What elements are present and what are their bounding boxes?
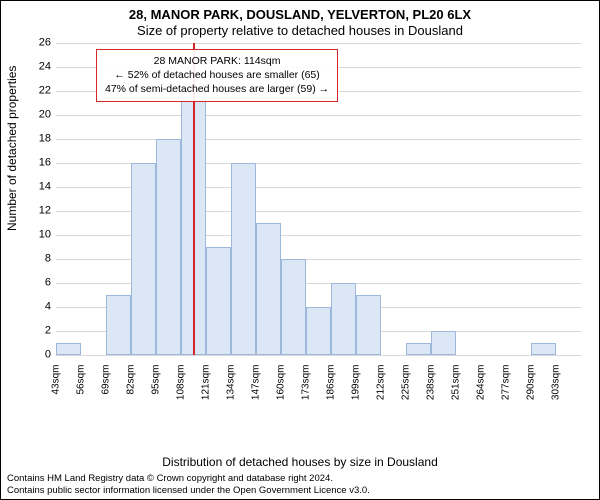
y-tick-label: 10 [21, 230, 51, 241]
histogram-bar [156, 139, 181, 355]
x-axis-label: Distribution of detached houses by size … [1, 455, 599, 469]
y-tick-label: 0 [21, 350, 51, 361]
histogram-bar [231, 163, 256, 355]
histogram-bar [531, 343, 556, 355]
histogram-bar [56, 343, 81, 355]
x-tick-label: 95sqm [151, 365, 162, 409]
y-tick-label: 26 [21, 38, 51, 49]
attribution-footer: Contains HM Land Registry data © Crown c… [7, 473, 370, 497]
y-tick-label: 22 [21, 86, 51, 97]
y-tick-label: 4 [21, 302, 51, 313]
x-tick-label: 290sqm [526, 365, 537, 409]
x-tick-label: 160sqm [276, 365, 287, 409]
histogram-bar [206, 247, 231, 355]
y-tick-label: 8 [21, 254, 51, 265]
footer-line-2: Contains public sector information licen… [7, 485, 370, 497]
x-tick-label: 82sqm [126, 365, 137, 409]
chart-container: 28, MANOR PARK, DOUSLAND, YELVERTON, PL2… [0, 0, 600, 500]
y-tick-label: 12 [21, 206, 51, 217]
x-tick-label: 173sqm [301, 365, 312, 409]
x-tick-label: 134sqm [226, 365, 237, 409]
x-tick-label: 251sqm [451, 365, 462, 409]
x-tick-label: 212sqm [376, 365, 387, 409]
x-tick-label: 147sqm [251, 365, 262, 409]
annotation-line: 47% of semi-detached houses are larger (… [105, 82, 329, 96]
y-tick-label: 16 [21, 158, 51, 169]
y-tick-label: 6 [21, 278, 51, 289]
histogram-bar [306, 307, 331, 355]
x-tick-label: 225sqm [401, 365, 412, 409]
histogram-bar [431, 331, 456, 355]
y-tick-label: 14 [21, 182, 51, 193]
histogram-bar [256, 223, 281, 355]
y-tick-label: 18 [21, 134, 51, 145]
y-axis-label: Number of detached properties [5, 66, 19, 231]
gridline [56, 355, 581, 356]
x-tick-label: 238sqm [426, 365, 437, 409]
x-tick-label: 264sqm [476, 365, 487, 409]
gridline [56, 139, 581, 140]
annotation-box: 28 MANOR PARK: 114sqm← 52% of detached h… [96, 49, 338, 102]
chart-title-line2: Size of property relative to detached ho… [1, 23, 599, 38]
chart-title-line1: 28, MANOR PARK, DOUSLAND, YELVERTON, PL2… [1, 7, 599, 22]
histogram-bar [106, 295, 131, 355]
y-tick-label: 2 [21, 326, 51, 337]
gridline [56, 43, 581, 44]
x-tick-label: 56sqm [76, 365, 87, 409]
x-tick-label: 121sqm [201, 365, 212, 409]
footer-line-1: Contains HM Land Registry data © Crown c… [7, 473, 370, 485]
annotation-line: ← 52% of detached houses are smaller (65… [105, 68, 329, 82]
x-tick-label: 277sqm [501, 365, 512, 409]
annotation-line: 28 MANOR PARK: 114sqm [105, 54, 329, 68]
y-tick-label: 20 [21, 110, 51, 121]
histogram-bar [406, 343, 431, 355]
histogram-bar [331, 283, 356, 355]
x-tick-label: 69sqm [101, 365, 112, 409]
gridline [56, 115, 581, 116]
histogram-bar [281, 259, 306, 355]
x-tick-label: 303sqm [551, 365, 562, 409]
plot-area: 0246810121416182022242643sqm56sqm69sqm82… [56, 43, 581, 403]
y-tick-label: 24 [21, 62, 51, 73]
histogram-bar [131, 163, 156, 355]
x-tick-label: 108sqm [176, 365, 187, 409]
x-tick-label: 199sqm [351, 365, 362, 409]
x-tick-label: 186sqm [326, 365, 337, 409]
histogram-bar [356, 295, 381, 355]
x-tick-label: 43sqm [51, 365, 62, 409]
